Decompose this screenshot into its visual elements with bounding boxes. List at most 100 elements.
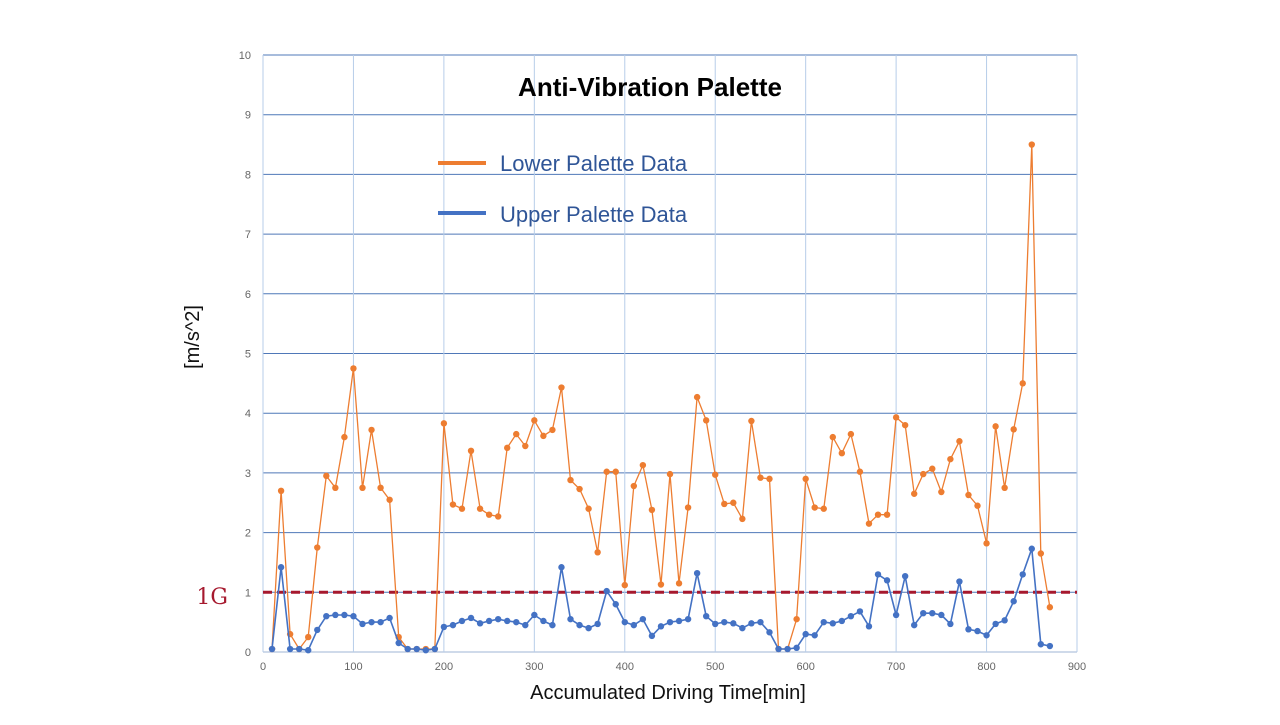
data-point-upper	[793, 644, 800, 652]
x-tick-label: 100	[344, 661, 362, 673]
data-point-upper	[305, 647, 312, 654]
data-point-upper	[386, 614, 393, 622]
data-point-upper	[323, 612, 330, 620]
data-point-lower	[621, 581, 628, 589]
data-point-lower	[947, 455, 954, 463]
data-point-lower	[531, 417, 538, 424]
y-tick-label: 0	[245, 647, 251, 659]
data-point-upper	[820, 618, 827, 626]
data-point-lower	[476, 505, 484, 512]
data-point-lower	[739, 515, 746, 523]
series-line-upper	[271, 547, 1051, 652]
data-point-lower	[829, 433, 836, 441]
data-point-upper	[268, 645, 276, 653]
y-tick-label: 8	[245, 169, 251, 181]
data-point-upper	[404, 645, 411, 653]
data-point-upper	[829, 620, 836, 627]
x-tick-label: 0	[260, 661, 266, 673]
y-tick-label: 2	[245, 528, 251, 540]
x-tick-label: 900	[1068, 661, 1086, 673]
data-point-upper	[1019, 571, 1026, 578]
data-point-upper	[558, 564, 565, 571]
data-point-upper	[1028, 545, 1035, 552]
x-tick-label: 800	[977, 661, 995, 673]
data-point-upper	[531, 611, 538, 619]
data-point-lower	[684, 504, 692, 511]
series-group	[268, 141, 1054, 654]
data-point-lower	[1001, 484, 1008, 492]
data-point-upper	[594, 620, 601, 628]
data-point-lower	[675, 580, 683, 587]
data-point-upper	[911, 621, 918, 629]
data-point-upper	[883, 577, 891, 584]
reference-line-label: 1G	[196, 585, 228, 610]
data-point-upper	[639, 615, 647, 623]
y-tick-label: 6	[245, 289, 251, 301]
data-point-upper	[567, 615, 574, 623]
data-point-upper	[467, 614, 475, 622]
data-point-upper	[549, 621, 556, 629]
legend-label-lower: Lower Palette Data	[500, 151, 688, 176]
data-point-upper	[494, 615, 502, 623]
data-point-lower	[603, 468, 610, 475]
data-point-lower	[458, 505, 466, 512]
data-point-upper	[865, 623, 873, 630]
data-point-upper	[684, 615, 692, 623]
data-point-upper	[721, 618, 728, 626]
data-point-lower	[648, 506, 656, 514]
data-point-upper	[856, 608, 864, 615]
data-point-upper	[675, 617, 683, 625]
data-point-lower	[766, 475, 773, 483]
data-point-lower	[983, 540, 990, 547]
data-point-lower	[639, 461, 647, 469]
data-point-lower	[467, 447, 475, 455]
data-point-upper	[540, 617, 547, 625]
data-point-upper	[974, 627, 981, 635]
data-point-upper	[377, 618, 384, 626]
x-tick-label: 600	[796, 661, 814, 673]
x-tick-label: 400	[616, 661, 634, 673]
data-point-upper	[693, 569, 701, 577]
data-point-upper	[458, 617, 466, 625]
x-tick-label: 500	[706, 661, 724, 673]
data-point-lower	[1028, 141, 1035, 148]
data-point-upper	[965, 626, 972, 633]
data-point-lower	[847, 430, 855, 438]
data-point-lower	[576, 485, 583, 493]
data-point-lower	[540, 432, 547, 440]
data-point-lower	[702, 417, 710, 424]
data-point-lower	[1046, 604, 1054, 611]
data-point-lower	[956, 438, 963, 445]
data-point-lower	[920, 470, 927, 478]
data-point-upper	[1037, 641, 1045, 648]
data-point-upper	[748, 620, 755, 627]
legend-label-upper: Upper Palette Data	[500, 202, 688, 227]
data-point-upper	[332, 611, 339, 619]
data-point-lower	[974, 502, 981, 509]
data-point-lower	[440, 420, 448, 427]
data-point-lower	[1019, 380, 1026, 387]
data-point-upper	[874, 571, 882, 578]
data-point-upper	[286, 645, 294, 653]
data-point-upper	[612, 601, 619, 608]
data-point-lower	[721, 500, 728, 508]
data-point-lower	[558, 384, 565, 391]
data-point-upper	[522, 621, 529, 629]
data-point-lower	[748, 417, 755, 425]
data-point-upper	[901, 572, 909, 580]
y-tick-label: 5	[245, 349, 251, 361]
data-point-lower	[277, 487, 285, 495]
x-tick-label: 300	[525, 661, 543, 673]
data-point-lower	[630, 482, 638, 490]
y-tick-label: 7	[245, 229, 251, 241]
y-tick-label: 1	[245, 587, 251, 599]
data-point-upper	[847, 612, 855, 620]
data-point-lower	[377, 484, 384, 492]
data-point-upper	[585, 624, 592, 632]
data-point-lower	[992, 423, 999, 430]
data-point-upper	[440, 623, 448, 631]
data-point-upper	[395, 639, 402, 647]
data-point-lower	[657, 581, 665, 588]
data-point-lower	[712, 471, 719, 478]
x-axis-title: Accumulated Driving Time[min]	[530, 682, 806, 704]
